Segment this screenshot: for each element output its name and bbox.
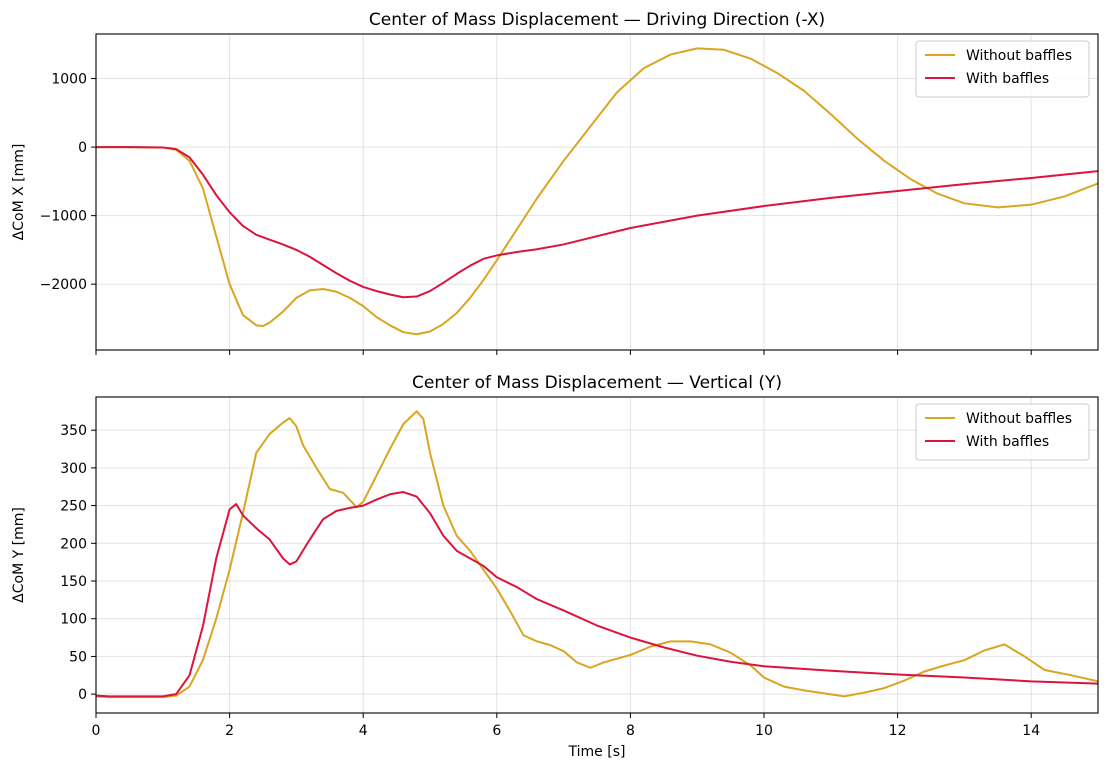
bottom-x-tick-label: 14 — [1022, 723, 1040, 739]
bottom-series-group — [96, 410, 1098, 699]
bottom-legend-label: Without baffles — [966, 411, 1072, 427]
top-chart-title: Center of Mass Displacement — Driving Di… — [369, 10, 825, 30]
bottom-x-tick-label: 6 — [492, 723, 501, 739]
top-axes-frame — [95, 33, 1099, 351]
bottom-y-tick-label: 100 — [60, 612, 87, 628]
bottom-axes-frame — [95, 396, 1099, 714]
top-legend: Without baffles With baffles — [915, 40, 1090, 98]
bottom-legend-label: With baffles — [966, 434, 1049, 450]
bottom-y-tick-label: 50 — [69, 649, 87, 665]
bottom-y-tick-label: 200 — [60, 536, 87, 552]
bottom-x-tick-label: 4 — [359, 723, 368, 739]
bottom-y-axis-label: ΔCoM Y [mm] — [11, 507, 27, 603]
top-legend-box — [915, 40, 1090, 98]
bottom-legend-box — [915, 403, 1090, 461]
bottom-series-line-without-baffles — [96, 410, 1098, 699]
bottom-y-tick-label: 300 — [60, 461, 87, 477]
bottom-x-tick-label: 8 — [626, 723, 635, 739]
top-axes: −2000 −1000 0 1000 Center of Mass Displaceme… — [11, 10, 1099, 355]
bottom-x-tick-label: 0 — [92, 723, 101, 739]
bottom-x-axis-label: Time [s] — [568, 744, 626, 760]
bottom-y-tick-label: 0 — [78, 687, 87, 703]
bottom-x-tick-label: 2 — [225, 723, 234, 739]
top-y-tick-label: 0 — [78, 140, 87, 156]
top-legend-label: With baffles — [966, 71, 1049, 87]
top-y-tick-label: −2000 — [40, 277, 87, 293]
bottom-legend: Without baffles With baffles — [915, 403, 1090, 461]
bottom-axes: 0 2 4 6 8 10 12 14 0 50 100 150 200 250 300 350 Center o… — [11, 373, 1099, 760]
top-series-line-with-baffles — [96, 146, 1098, 299]
bottom-x-tick-label: 12 — [889, 723, 907, 739]
top-y-tick-label: −1000 — [40, 209, 87, 225]
top-series-line-without-baffles — [96, 47, 1098, 336]
top-legend-label: Without baffles — [966, 48, 1072, 64]
bottom-chart-title: Center of Mass Displacement — Vertical (… — [412, 373, 782, 393]
bottom-x-tick-label: 10 — [755, 723, 773, 739]
top-y-tick-label: 1000 — [51, 72, 87, 88]
bottom-y-tick-label: 350 — [60, 423, 87, 439]
bottom-y-tick-label: 150 — [60, 574, 87, 590]
bottom-series-line-with-baffles — [96, 491, 1098, 698]
top-y-axis-label: ΔCoM X [mm] — [11, 144, 27, 241]
bottom-y-tick-label: 250 — [60, 499, 87, 515]
top-series-group — [96, 47, 1098, 336]
